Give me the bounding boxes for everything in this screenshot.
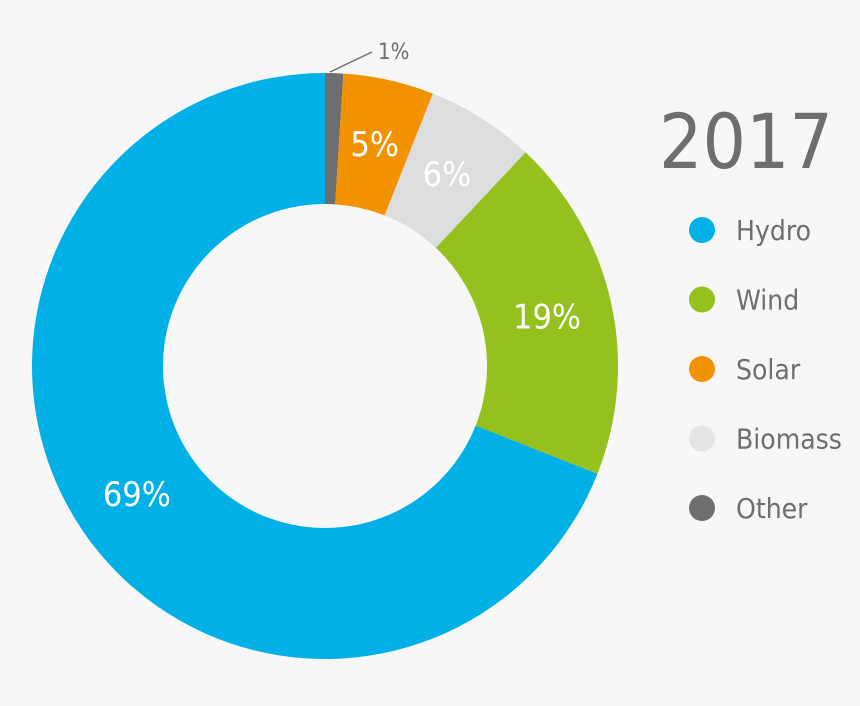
legend-swatch-wind: [689, 286, 715, 313]
slice-other: [325, 73, 344, 205]
legend: Hydro Wind Solar Biomass Other: [689, 214, 842, 525]
other-callout-label: 1%: [378, 40, 409, 65]
legend-swatch-other: [689, 495, 715, 521]
legend-swatch-solar: [689, 356, 715, 382]
legend-label-wind: Wind: [736, 284, 799, 317]
legend-label-other: Other: [736, 492, 808, 525]
slice-label-solar: 5%: [350, 125, 399, 165]
donut-slices: [31, 72, 618, 659]
other-callout-line: [329, 51, 373, 73]
slice-label-hydro: 69%: [103, 475, 171, 515]
legend-label-hydro: Hydro: [736, 214, 811, 247]
legend-swatch-biomass: [689, 425, 715, 452]
legend-label-biomass: Biomass: [736, 423, 842, 456]
slice-label-biomass: 6%: [423, 155, 472, 195]
chart-title: 2017: [659, 97, 833, 186]
slice-hydro: [31, 72, 598, 659]
slice-biomass: [384, 93, 526, 248]
slice-labels: 5% 6% 19% 69%: [103, 125, 581, 515]
slice-wind: [435, 152, 618, 474]
legend-label-solar: Solar: [736, 353, 801, 386]
slice-label-wind: 19%: [513, 297, 581, 337]
legend-swatch-hydro: [689, 217, 715, 243]
slice-solar: [335, 73, 433, 216]
